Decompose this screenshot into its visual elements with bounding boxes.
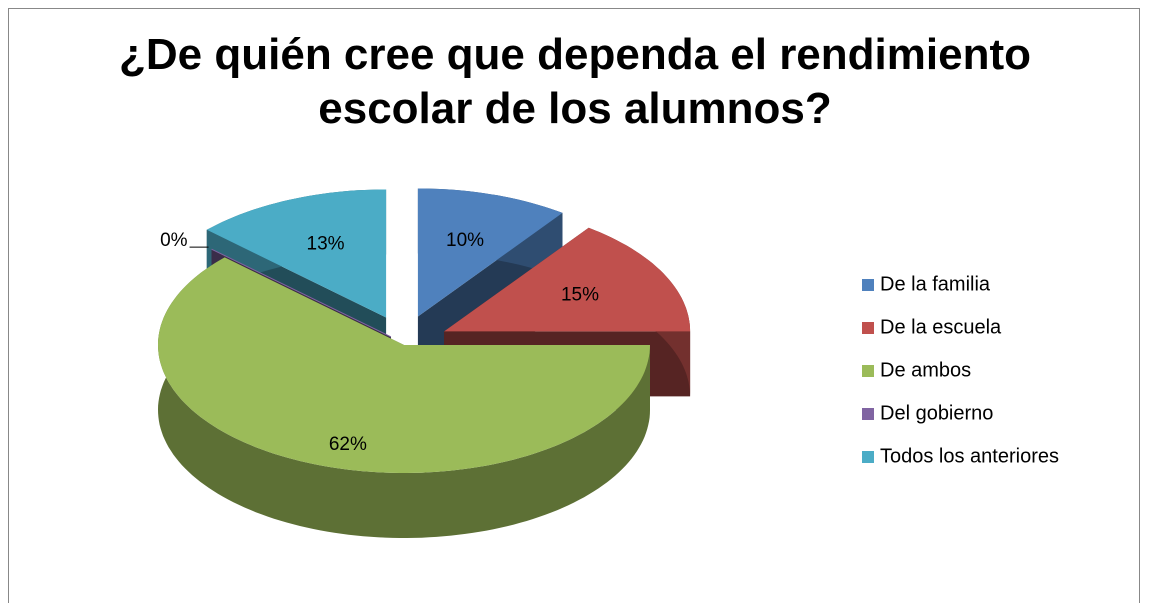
slice: [211, 248, 392, 338]
legend-swatch: [862, 365, 874, 377]
chart-title: ¿De quién cree que dependa el rendimient…: [119, 30, 1031, 133]
slice: [417, 188, 563, 317]
data-label: 10%: [446, 230, 484, 251]
slice: [444, 227, 691, 332]
slice: [158, 257, 650, 473]
legend-label: Del gobierno: [880, 402, 993, 424]
slice-side: [158, 257, 650, 538]
legend-label: De ambos: [880, 359, 971, 381]
slice: [206, 189, 387, 318]
legend-label: De la escuela: [880, 316, 1002, 338]
legend-swatch: [862, 408, 874, 420]
legend-label: Todos los anteriores: [880, 445, 1059, 467]
legend-label: De la familia: [880, 273, 991, 295]
legend-swatch: [862, 451, 874, 463]
legend-swatch: [862, 322, 874, 334]
data-label: 13%: [307, 234, 345, 255]
data-label: 62%: [329, 434, 367, 455]
legend-swatch: [862, 279, 874, 291]
data-label: 0%: [160, 230, 188, 251]
data-label: 15%: [561, 284, 599, 305]
